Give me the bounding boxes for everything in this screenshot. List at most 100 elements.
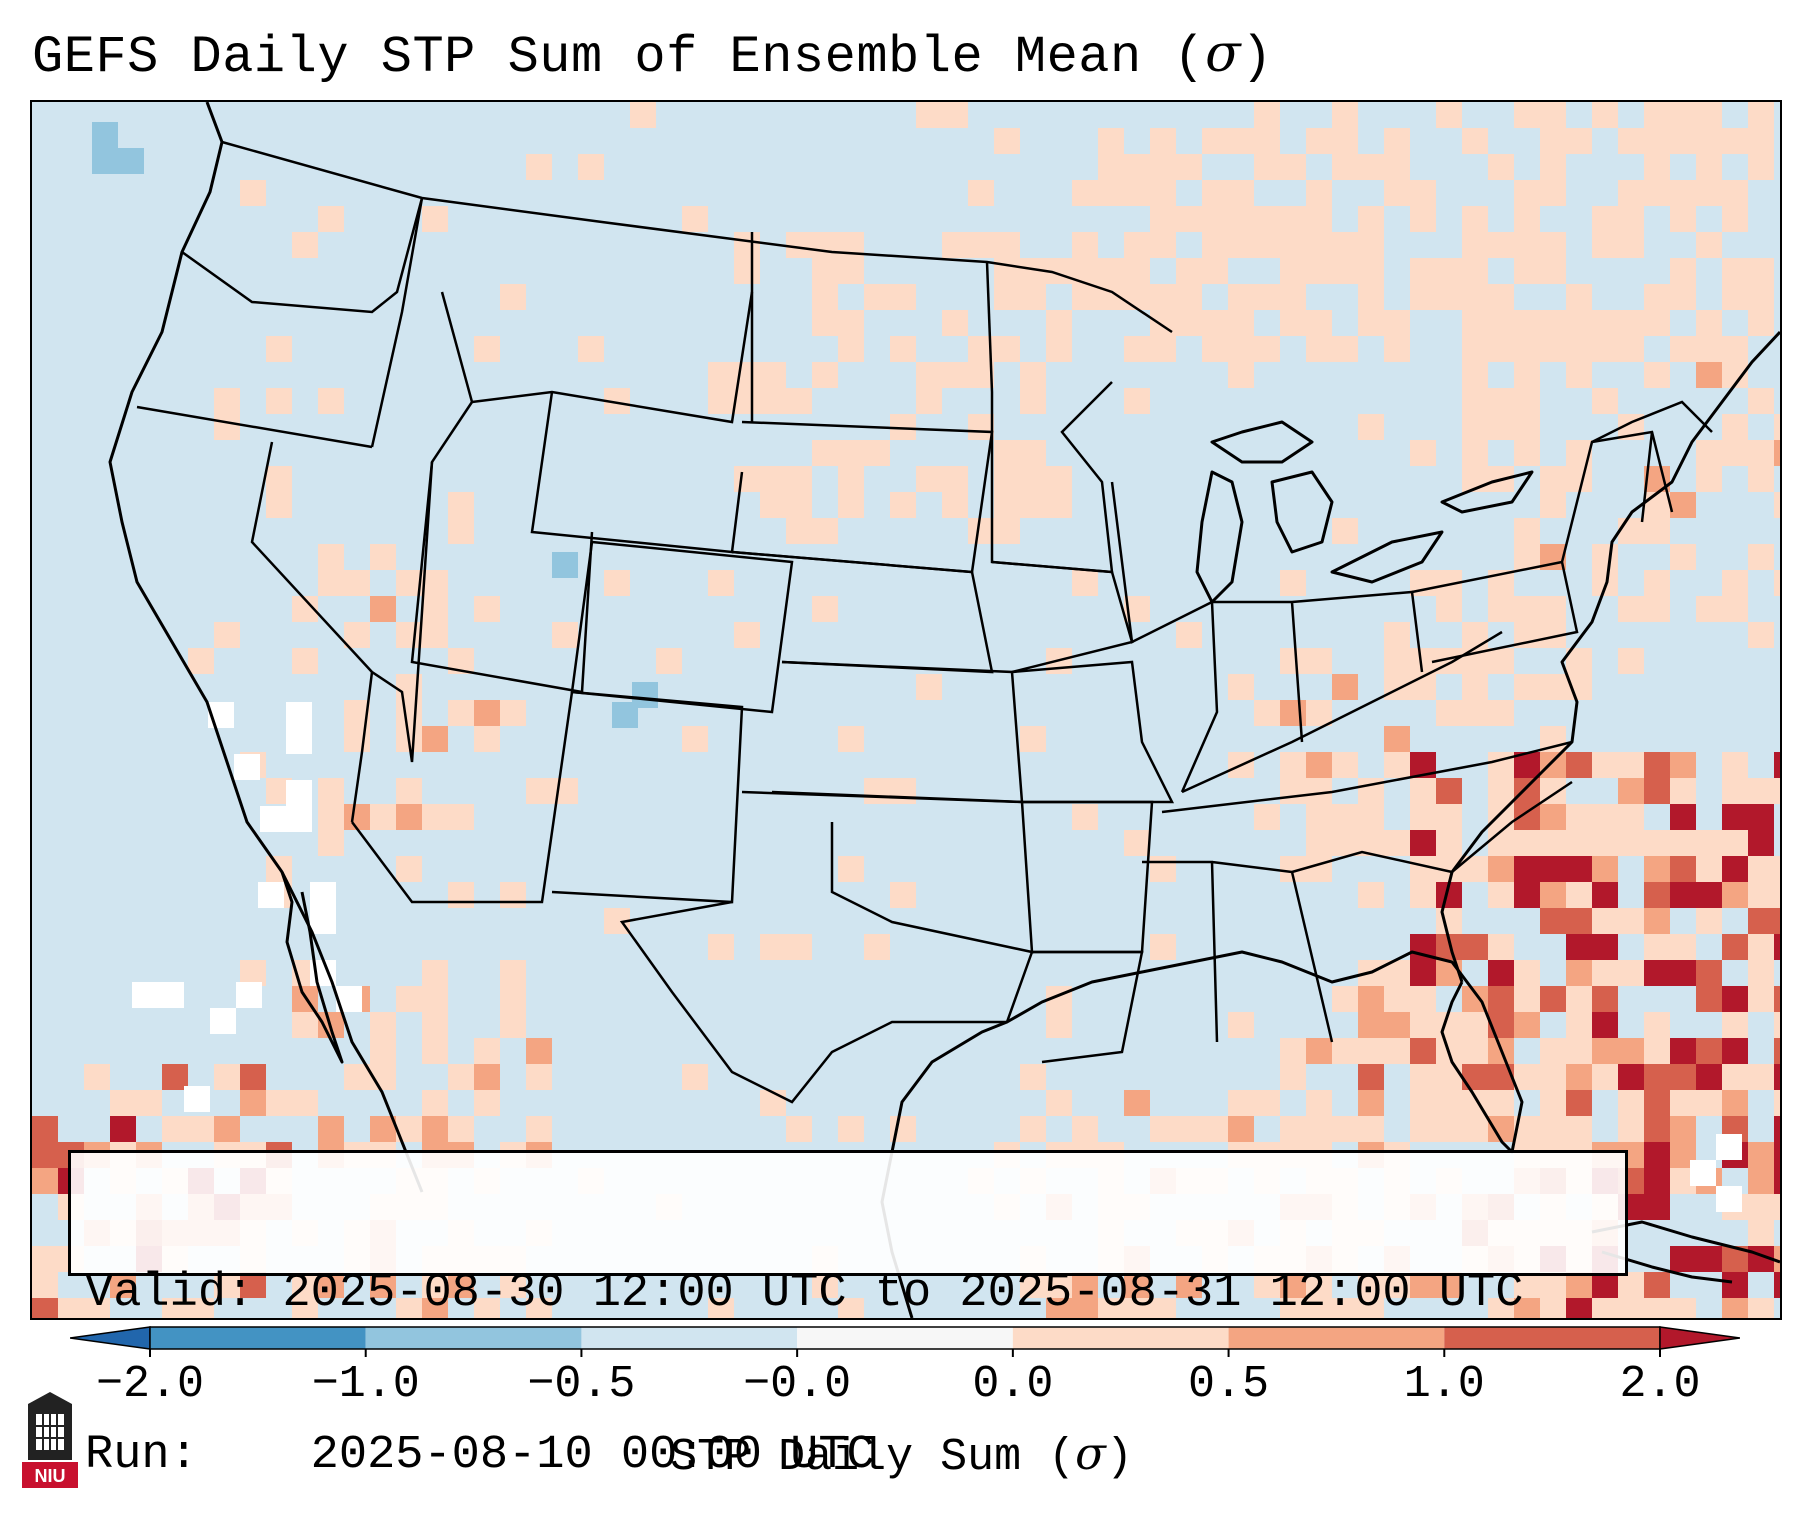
anomaly-cell — [1748, 466, 1774, 492]
colorbar-tick-label: −0.0 — [743, 1359, 852, 1410]
anomaly-cell — [1202, 1116, 1228, 1142]
anomaly-cell — [1384, 674, 1410, 700]
anomaly-cell — [812, 258, 838, 284]
anomaly-cell — [1748, 1142, 1774, 1168]
anomaly-cell — [1384, 154, 1410, 180]
anomaly-cell — [1150, 336, 1176, 362]
anomaly-cell — [258, 882, 284, 908]
anomaly-cell — [916, 362, 942, 388]
anomaly-cell — [188, 648, 214, 674]
anomaly-cell — [1690, 1160, 1716, 1186]
anomaly-cell — [1488, 830, 1514, 856]
anomaly-cell — [1098, 154, 1124, 180]
anomaly-cell — [266, 336, 292, 362]
anomaly-cell — [994, 128, 1020, 154]
anomaly-cell — [1306, 648, 1332, 674]
anomaly-cell — [214, 1064, 240, 1090]
anomaly-cell — [1748, 1194, 1774, 1220]
colorbar-tick-label: 0.5 — [1188, 1359, 1270, 1410]
anomaly-cell — [786, 518, 812, 544]
anomaly-cell — [92, 122, 118, 148]
anomaly-cell — [1514, 596, 1540, 622]
anomaly-cell — [184, 1086, 210, 1112]
anomaly-cell — [1748, 830, 1774, 856]
anomaly-cell — [1514, 440, 1540, 466]
anomaly-cell — [1098, 1298, 1124, 1318]
anomaly-cell — [1514, 258, 1540, 284]
anomaly-cell — [968, 232, 994, 258]
anomaly-cell — [1488, 284, 1514, 310]
anomaly-cell — [1592, 570, 1618, 596]
anomaly-cell — [1774, 882, 1780, 908]
anomaly-cell — [1384, 336, 1410, 362]
anomaly-cell — [1618, 1116, 1644, 1142]
anomaly-cell — [396, 804, 422, 830]
anomaly-cell — [1774, 1194, 1780, 1220]
anomaly-cell — [1774, 492, 1780, 518]
anomaly-cell — [708, 362, 734, 388]
anomaly-cell — [318, 206, 344, 232]
anomaly-cell — [1228, 1116, 1254, 1142]
washington-oregon — [181, 197, 424, 314]
anomaly-cell — [292, 232, 318, 258]
colorbar-segment — [1012, 1327, 1229, 1349]
anomaly-cell — [1488, 804, 1514, 830]
anomaly-cell — [1020, 388, 1046, 414]
anomaly-cell — [1332, 128, 1358, 154]
anomaly-cell — [1046, 336, 1072, 362]
anomaly-cell — [1332, 752, 1358, 778]
anomaly-cell — [786, 492, 812, 518]
chart-title: GEFS Daily STP Sum of Ensemble Mean (σ) — [32, 22, 1273, 90]
anomaly-cell — [1306, 804, 1332, 830]
wyoming — [530, 391, 744, 554]
anomaly-cell — [1488, 310, 1514, 336]
anomaly-cell — [1150, 934, 1176, 960]
anomaly-cell — [1176, 284, 1202, 310]
anomaly-cell — [708, 1298, 734, 1318]
anomaly-cell — [1280, 752, 1306, 778]
colorbar-segment — [581, 1327, 798, 1349]
anomaly-cell — [1722, 856, 1748, 882]
anomaly-cell — [1540, 830, 1566, 856]
colorbar-tick-label: 1.0 — [1403, 1359, 1485, 1410]
anomaly-cell — [1670, 1298, 1696, 1318]
anomaly-cell — [1540, 466, 1566, 492]
anomaly-cell — [1280, 310, 1306, 336]
anomaly-cell — [1748, 310, 1774, 336]
anomaly-cell — [1748, 1298, 1774, 1318]
map-panel — [30, 100, 1782, 1320]
us-canada-border — [221, 140, 1173, 334]
anomaly-cell — [526, 1064, 552, 1090]
anomaly-cell — [1644, 1194, 1670, 1220]
anomaly-cell — [1020, 726, 1046, 752]
anomaly-cell — [1748, 284, 1774, 310]
anomaly-cell — [292, 1090, 318, 1116]
anomaly-cell — [1592, 830, 1618, 856]
anomaly-cell — [370, 1116, 396, 1142]
anomaly-cell — [1722, 336, 1748, 362]
anomaly-cell — [422, 206, 448, 232]
anomaly-cell — [1540, 1116, 1566, 1142]
anomaly-cell — [318, 804, 344, 830]
anomaly-cell — [760, 492, 786, 518]
anomaly-cell — [240, 180, 266, 206]
anomaly-cell — [1514, 180, 1540, 206]
anomaly-cell — [474, 596, 500, 622]
anomaly-cell — [1462, 128, 1488, 154]
anomaly-cell — [396, 856, 422, 882]
anomaly-cell — [1150, 206, 1176, 232]
anomaly-cell — [1540, 310, 1566, 336]
anomaly-cell — [552, 622, 578, 648]
anomaly-cell — [260, 806, 286, 832]
anomaly-cell — [1514, 882, 1540, 908]
anomaly-cell — [1748, 882, 1774, 908]
anomaly-cell — [1566, 466, 1592, 492]
anomaly-cell — [1332, 830, 1358, 856]
anomaly-cell — [890, 882, 916, 908]
anomaly-cell — [1644, 882, 1670, 908]
anomaly-cell — [1020, 492, 1046, 518]
anomaly-cell — [1514, 1012, 1540, 1038]
anomaly-cell — [1384, 128, 1410, 154]
anomaly-cell — [1644, 1142, 1670, 1168]
anomaly-cell — [1358, 986, 1384, 1012]
